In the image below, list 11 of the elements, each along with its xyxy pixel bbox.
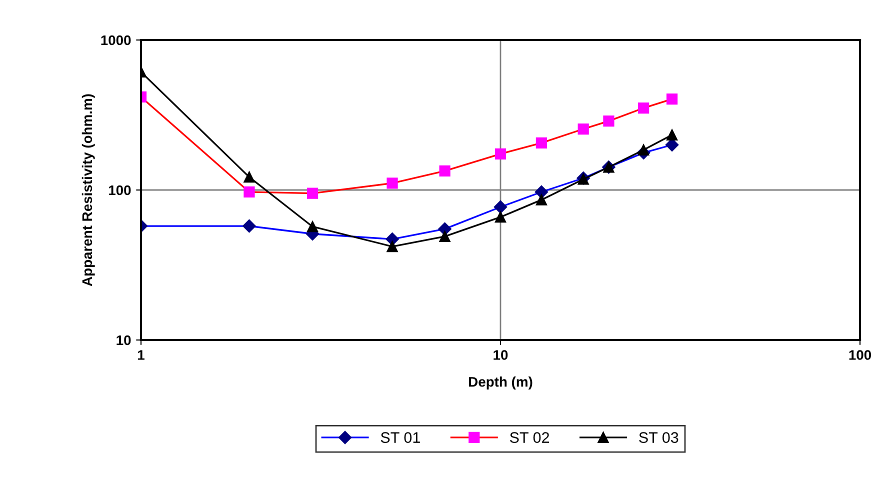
- legend-label: ST 03: [639, 432, 678, 443]
- x-tick-label: 1: [138, 350, 144, 360]
- x-tick-label: 10: [494, 350, 508, 360]
- legend-label: ST 02: [510, 432, 550, 443]
- legend-label: ST 01: [380, 432, 420, 443]
- y-tick-label: 1000: [101, 35, 131, 46]
- y-tick-label: 10: [116, 335, 131, 346]
- y-tick-label: 100: [108, 185, 131, 196]
- x-axis-title: Depth (m): [469, 376, 532, 390]
- y-axis-title: Apparent Resistivity (ohm.m): [82, 94, 95, 286]
- x-tick-label: 100: [849, 350, 872, 360]
